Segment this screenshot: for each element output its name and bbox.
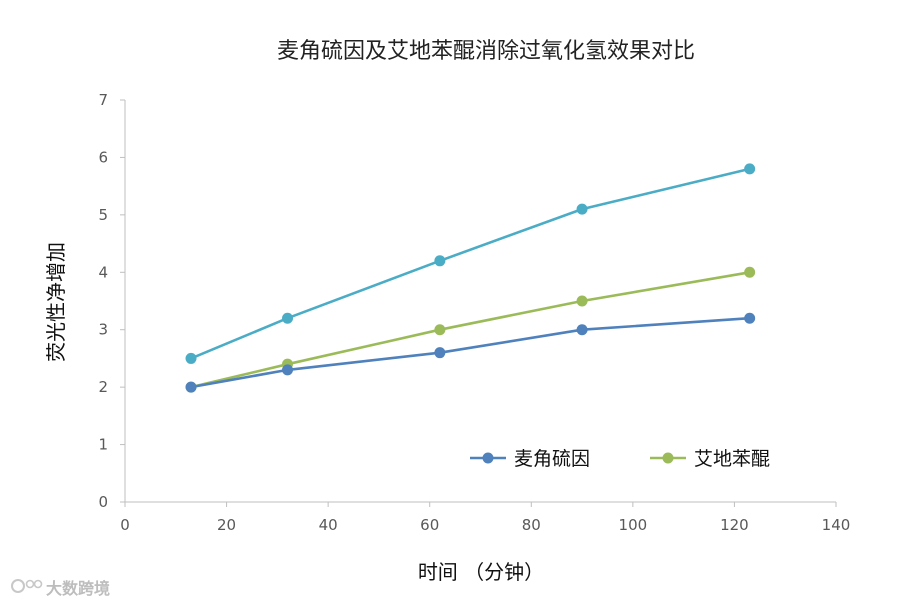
legend-item: 麦角硫因 [470,448,590,470]
x-tick-label: 60 [420,516,439,534]
data-point [185,352,197,364]
data-point [744,312,756,324]
y-tick-label: 7 [98,91,108,109]
x-axis-title: 时间 （分钟） [418,560,544,584]
data-point [434,347,446,359]
y-tick-label: 0 [98,493,108,511]
data-point [576,203,588,215]
series-0 [185,163,756,364]
x-tick-label: 120 [720,516,749,534]
data-point [185,381,197,393]
data-point [576,295,588,307]
series-line [189,167,752,360]
data-point [434,324,446,336]
y-tick-label: 3 [98,321,108,339]
legend-label: 麦角硫因 [514,448,590,470]
data-point [282,364,294,376]
watermark-logo-icon [11,579,43,593]
watermark: 大数跨境 [11,579,110,598]
x-tick-label: 80 [522,516,541,534]
data-point [282,312,294,324]
series-line [189,316,752,389]
data-point [576,324,588,336]
x-tick-label: 140 [822,516,851,534]
data-point [744,163,756,175]
series-line [189,270,752,389]
x-tick-label: 100 [619,516,648,534]
y-axis-title: 荧光性净增加 [44,242,68,362]
x-tick-label: 40 [319,516,338,534]
legend-item: 艾地苯醌 [650,448,770,470]
legend: 麦角硫因 艾地苯醌 [470,448,770,470]
y-tick-label: 2 [98,378,108,396]
watermark-text: 大数跨境 [46,579,110,598]
legend-label: 艾地苯醌 [694,448,770,470]
x-tick-label: 0 [120,516,130,534]
data-point [744,266,756,278]
legend-marker [662,452,674,464]
y-tick-label: 5 [98,206,108,224]
legend-marker [482,452,494,464]
y-tick-label: 1 [98,436,108,454]
series-2 [185,312,756,393]
y-tick-label: 4 [98,263,108,281]
data-point [434,255,446,267]
x-tick-label: 20 [217,516,236,534]
y-tick-label: 6 [98,148,108,166]
series-group [185,163,756,393]
axes: 0 1 2 3 4 5 6 7 0 20 40 60 80 100 120 140 [98,91,850,534]
chart-title: 麦角硫因及艾地苯醌消除过氧化氢效果对比 [277,39,695,64]
